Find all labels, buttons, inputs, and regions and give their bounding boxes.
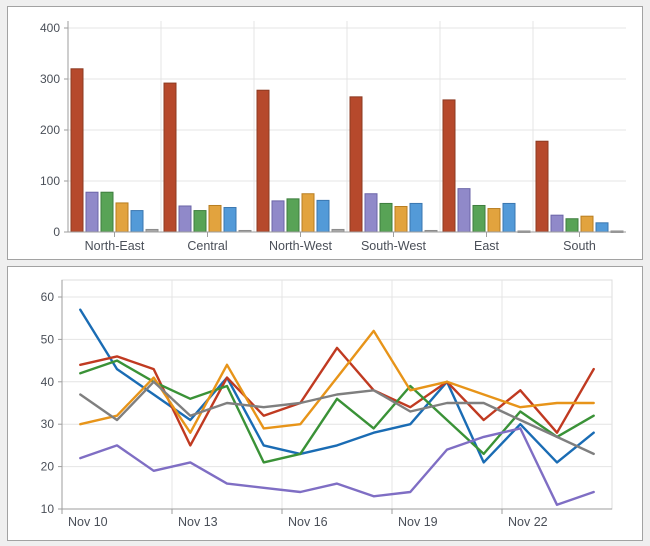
x-axis-tick-label: Nov 19 (398, 515, 438, 529)
bar-purple (550, 214, 564, 233)
bar-group-North-West (256, 89, 345, 233)
bar-group-North-East (70, 68, 159, 233)
bar-purple (364, 193, 378, 233)
x-axis-tick-label: Nov 22 (508, 515, 548, 529)
x-category-label: North-East (85, 239, 145, 253)
bar-red (256, 89, 270, 233)
bar-blue (502, 202, 516, 233)
bar-purple (271, 200, 285, 233)
y-axis-tick-label: 20 (41, 460, 55, 474)
bar-purple (85, 191, 99, 233)
line-series-gray (79, 380, 595, 456)
bar-gridlines (64, 21, 626, 233)
bar-blue (409, 202, 423, 233)
line-chart-panel: 10 20 30 40 50 60 Nov 10 Nov 13 Nov 16 Nov 19 Nov … (7, 266, 643, 541)
bar-orange (115, 202, 129, 233)
line-series-green (79, 359, 595, 464)
line-series-blue (79, 308, 595, 464)
y-axis-tick-label: 40 (41, 375, 55, 389)
x-axis-tick-label: Nov 10 (68, 515, 108, 529)
bar-orange (580, 215, 594, 233)
bar-blue (595, 222, 609, 233)
bar-chart-panel: 0 100 200 300 400 North-East Central North-West… (7, 6, 643, 260)
bar-red (349, 96, 363, 233)
x-axis-tick-label: Nov 16 (288, 515, 328, 529)
bar-group-South (535, 140, 624, 233)
bar-red (535, 140, 549, 233)
bar-green (286, 198, 300, 233)
line-series-purple (79, 427, 595, 507)
bar-chart: 0 100 200 300 400 North-East Central North-West… (40, 21, 626, 253)
bar-orange (301, 193, 315, 233)
bar-purple (457, 188, 471, 233)
bar-orange (487, 208, 501, 233)
y-axis-tick-label: 10 (41, 502, 55, 516)
bar-orange (394, 206, 408, 233)
bar-group-South-West (349, 96, 438, 233)
x-category-label: North-West (269, 239, 333, 253)
bar-group-Central (163, 82, 252, 233)
y-axis-tick-label: 200 (40, 123, 60, 137)
bar-red (70, 68, 84, 233)
bar-green (565, 218, 579, 233)
bar-blue (130, 210, 144, 233)
line-chart: 10 20 30 40 50 60 Nov 10 Nov 13 Nov 16 Nov 19 Nov … (41, 279, 613, 529)
bar-red (163, 82, 177, 233)
x-axis-tick-label: Nov 13 (178, 515, 218, 529)
y-axis-tick-label: 100 (40, 174, 60, 188)
line-series-orange (79, 329, 595, 434)
x-category-label: South-West (361, 239, 427, 253)
bar-blue (223, 207, 237, 233)
y-axis-tick-label: 300 (40, 72, 60, 86)
bar-green (193, 210, 207, 233)
y-axis-tick-label: 0 (53, 225, 60, 239)
y-axis-tick-label: 50 (41, 332, 55, 346)
x-category-label: South (563, 239, 596, 253)
y-axis-tick-label: 30 (41, 417, 55, 431)
bar-green (472, 204, 486, 233)
bar-red (442, 99, 456, 233)
bar-green (379, 202, 393, 233)
y-axis-tick-label: 60 (41, 290, 55, 304)
bar-orange (208, 204, 222, 233)
bar-blue (316, 199, 330, 233)
bar-purple (178, 205, 192, 233)
bar-group-East (442, 99, 531, 233)
x-category-label: Central (187, 239, 227, 253)
y-axis-tick-label: 400 (40, 21, 60, 35)
bar-green (100, 191, 114, 233)
x-category-label: East (474, 239, 500, 253)
